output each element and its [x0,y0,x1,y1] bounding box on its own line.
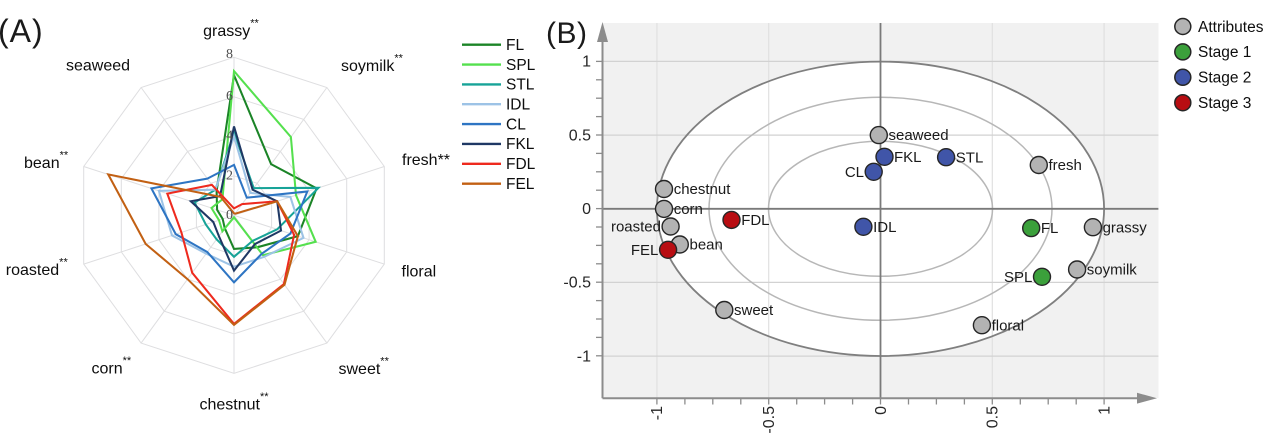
svg-text:fresh: fresh [1049,157,1082,174]
svg-text:0.5: 0.5 [985,406,1002,428]
svg-text:floral: floral [402,264,437,281]
svg-text:FDL: FDL [506,156,536,173]
svg-text:fresh**: fresh** [402,152,450,169]
svg-text:FEL: FEL [631,242,659,259]
svg-text:grassy: grassy [1103,219,1148,236]
svg-text:chestnut: chestnut [674,181,732,198]
svg-text:IDL: IDL [506,97,531,114]
svg-text:CL: CL [506,116,526,133]
svg-text:0: 0 [873,406,890,415]
svg-text:roasted: roasted [611,219,661,236]
svg-text:IDL: IDL [873,219,896,236]
svg-text:FL: FL [506,37,524,54]
svg-text:soymilk: soymilk [1087,262,1138,279]
svg-text:FDL: FDL [741,212,769,229]
svg-text:1: 1 [582,54,591,71]
svg-text:SPL: SPL [506,57,536,74]
svg-text:Stage 3: Stage 3 [1198,95,1251,112]
svg-text:floral: floral [992,317,1025,334]
svg-text:soymilk**: soymilk** [341,53,404,76]
svg-text:sweet: sweet [734,302,774,319]
svg-text:0: 0 [582,201,591,218]
svg-text:-1: -1 [577,348,591,365]
svg-text:1: 1 [1096,406,1113,415]
svg-text:FKL: FKL [894,149,922,166]
svg-text:bean: bean [690,237,723,254]
svg-text:sweet**: sweet** [339,356,390,379]
svg-text:grassy**: grassy** [203,18,259,41]
svg-text:FKL: FKL [506,136,535,153]
svg-text:FL: FL [1041,220,1059,237]
svg-text:SPL: SPL [1004,269,1032,286]
svg-text:Stage 1: Stage 1 [1198,44,1251,61]
svg-text:-0.5: -0.5 [563,275,591,292]
svg-text:0.5: 0.5 [569,127,591,144]
svg-text:Stage 2: Stage 2 [1198,70,1251,87]
svg-text:0: 0 [226,208,233,223]
svg-text:-1: -1 [649,406,666,420]
svg-text:seaweed: seaweed [889,127,949,144]
svg-text:roasted**: roasted** [6,257,69,280]
svg-text:corn: corn [674,201,703,218]
svg-text:Attributes: Attributes [1198,19,1264,36]
svg-text:6: 6 [226,89,233,104]
svg-text:-0.5: -0.5 [761,406,778,434]
svg-text:FEL: FEL [506,176,535,193]
svg-text:seaweed: seaweed [66,57,130,74]
svg-text:chestnut**: chestnut** [200,391,270,414]
svg-text:corn**: corn** [92,355,132,378]
svg-text:2: 2 [226,169,233,184]
svg-text:(A): (A) [0,13,44,49]
svg-text:CL: CL [845,164,864,181]
svg-text:bean**: bean** [24,150,69,173]
svg-text:STL: STL [956,149,984,166]
svg-text:8: 8 [226,47,233,62]
svg-text:4: 4 [226,129,233,144]
svg-text:(B): (B) [546,17,588,50]
svg-text:STL: STL [506,77,535,94]
